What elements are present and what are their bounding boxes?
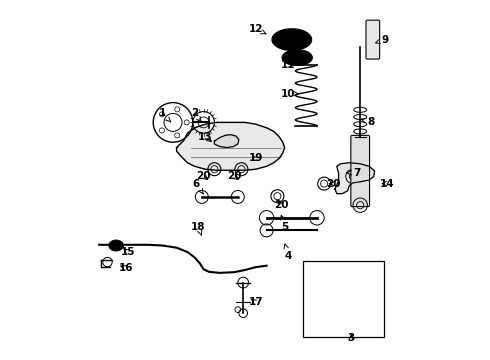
Text: 20: 20 xyxy=(326,179,341,189)
Text: 1: 1 xyxy=(159,108,171,122)
Polygon shape xyxy=(176,122,285,170)
Ellipse shape xyxy=(272,29,312,50)
Polygon shape xyxy=(215,135,239,148)
Text: 15: 15 xyxy=(121,247,135,257)
Ellipse shape xyxy=(282,50,312,66)
FancyBboxPatch shape xyxy=(351,135,369,207)
Text: 10: 10 xyxy=(281,89,298,99)
Text: 17: 17 xyxy=(248,297,263,307)
Circle shape xyxy=(309,275,346,312)
Text: 19: 19 xyxy=(248,153,263,163)
Text: 12: 12 xyxy=(248,24,266,34)
Circle shape xyxy=(335,309,349,323)
Text: 16: 16 xyxy=(119,263,133,273)
Text: 3: 3 xyxy=(347,333,355,343)
Polygon shape xyxy=(335,163,374,194)
Text: 13: 13 xyxy=(198,132,213,142)
Text: 8: 8 xyxy=(361,117,375,127)
Text: 5: 5 xyxy=(280,215,288,232)
Text: 20: 20 xyxy=(196,171,211,181)
Text: 11: 11 xyxy=(281,60,295,70)
Text: 20: 20 xyxy=(227,171,242,181)
Text: 20: 20 xyxy=(274,200,288,210)
FancyBboxPatch shape xyxy=(366,20,380,59)
Text: 14: 14 xyxy=(380,179,394,189)
Circle shape xyxy=(322,315,334,327)
Bar xyxy=(303,261,384,337)
Circle shape xyxy=(349,285,365,301)
Text: 4: 4 xyxy=(284,244,292,261)
Ellipse shape xyxy=(109,240,123,251)
Text: 7: 7 xyxy=(347,168,360,178)
Text: 2: 2 xyxy=(191,108,201,122)
Text: 18: 18 xyxy=(191,222,205,235)
Text: 9: 9 xyxy=(376,35,389,45)
Text: 6: 6 xyxy=(193,179,203,194)
